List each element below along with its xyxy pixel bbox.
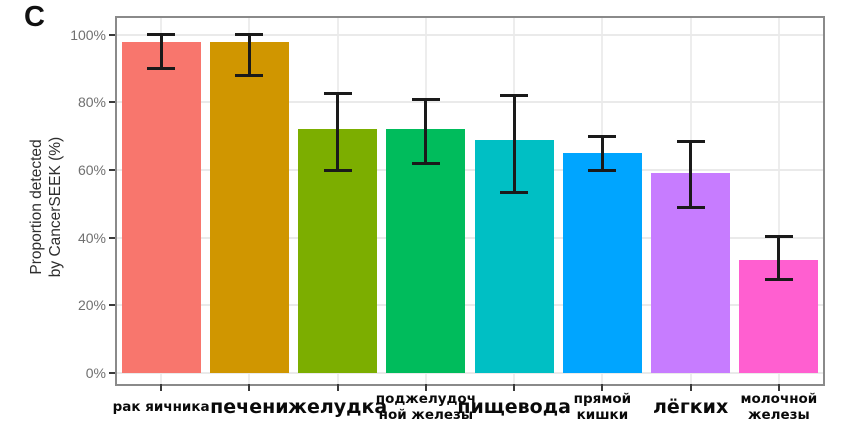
horizontal-gridline — [117, 372, 823, 374]
y-tick-mark — [109, 101, 115, 104]
horizontal-gridline — [117, 101, 823, 104]
error-bar-cap-bottom — [588, 168, 617, 172]
x-tick-label: молочной железы — [717, 388, 841, 423]
error-bar-line — [512, 95, 516, 193]
error-bar-cap-top — [588, 134, 617, 138]
error-bar-cap-top — [676, 139, 705, 143]
y-tick-label: 60% — [77, 162, 106, 179]
x-tick-label: рак яичника — [99, 388, 223, 423]
x-tick-mark — [777, 384, 780, 391]
x-tick-label-line: печени — [210, 396, 289, 418]
x-tick-label-line: рак яичника — [112, 399, 210, 415]
x-tick-label-line: пищевода — [457, 396, 571, 418]
y-axis-title: Proportion detected by CancerSEEK (%) — [27, 137, 65, 277]
x-tick-mark — [248, 384, 251, 391]
error-bar-cap-top — [500, 94, 529, 98]
x-tick-label: желудка — [276, 388, 400, 423]
horizontal-gridline — [117, 33, 823, 36]
y-tick-mark — [109, 169, 115, 172]
y-tick-label: 0% — [85, 365, 106, 381]
x-tick-label: пищевода — [452, 388, 576, 423]
error-bar-line — [159, 34, 163, 69]
y-tick-mark — [109, 33, 115, 36]
error-bar-line — [777, 236, 781, 280]
x-tick-label: прямой кишки — [540, 388, 664, 423]
x-tick-label: печени — [187, 388, 311, 423]
vertical-gridline — [777, 18, 780, 384]
error-bar-cap-top — [147, 33, 176, 37]
y-tick-mark — [109, 304, 115, 307]
x-tick-label-line: молочной — [740, 391, 818, 407]
x-tick-label: лёгких — [629, 388, 753, 423]
y-tick-label: 100% — [70, 26, 106, 43]
x-tick-mark — [601, 384, 604, 391]
error-bar-cap-bottom — [147, 67, 176, 71]
error-bar-line — [600, 136, 604, 171]
x-tick-label-line: желудка — [288, 396, 388, 418]
error-bar-cap-bottom — [676, 205, 705, 209]
y-tick-mark — [109, 372, 115, 374]
bar — [562, 153, 642, 373]
x-tick-label-line: прямой — [573, 391, 632, 407]
x-tick-mark — [160, 384, 163, 391]
y-tick-mark — [109, 236, 115, 239]
y-axis-title-line-2: by CancerSEEK (%) — [47, 136, 64, 278]
error-bar-cap-bottom — [500, 190, 529, 194]
error-bar-cap-bottom — [323, 168, 352, 172]
y-tick-label: 80% — [77, 94, 106, 111]
bar — [386, 129, 466, 373]
error-bar-cap-top — [323, 92, 352, 96]
y-tick-label: 20% — [77, 297, 106, 314]
plot-panel — [115, 16, 825, 386]
y-axis-title-line-1: Proportion detected — [28, 139, 45, 275]
error-bar-line — [247, 34, 251, 76]
error-bar-cap-bottom — [235, 73, 264, 77]
x-tick-label-line: ной железы — [378, 407, 474, 423]
figure-panel-label: C — [24, 1, 45, 33]
error-bar-cap-top — [411, 97, 440, 101]
y-tick-label: 40% — [77, 229, 106, 246]
x-tick-mark — [336, 384, 339, 391]
horizontal-gridline — [117, 236, 823, 239]
x-tick-label-line: лёгких — [653, 396, 729, 418]
x-tick-label-line: железы — [748, 407, 810, 423]
bar — [209, 41, 289, 373]
error-bar-line — [424, 99, 428, 164]
error-bar-cap-bottom — [764, 278, 793, 282]
x-tick-mark — [424, 384, 427, 391]
horizontal-gridline — [117, 304, 823, 307]
error-bar-line — [689, 141, 693, 208]
x-tick-mark — [689, 384, 692, 391]
x-tick-label-line: поджелудоч — [375, 391, 476, 407]
horizontal-gridline — [117, 169, 823, 172]
x-tick-mark — [513, 384, 516, 391]
bar — [121, 41, 201, 373]
error-bar-cap-top — [764, 234, 793, 238]
error-bar-cap-top — [235, 33, 264, 37]
error-bar-line — [336, 93, 340, 171]
x-tick-label: поджелудоч ной железы — [364, 388, 488, 423]
error-bar-cap-bottom — [411, 161, 440, 165]
x-tick-label-line: кишки — [576, 407, 629, 423]
